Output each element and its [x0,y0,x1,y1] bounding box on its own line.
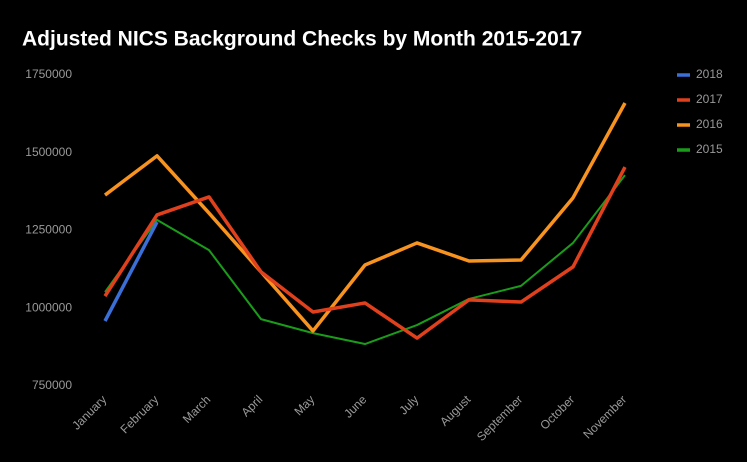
series-line [103,221,159,322]
chart-title: Adjusted NICS Background Checks by Month… [22,28,582,51]
y-tick-label: 1750000 [25,67,72,81]
legend-label: 2018 [696,67,723,81]
series-line [103,166,627,340]
y-tick-label: 750000 [32,378,72,392]
legend-label: 2016 [696,117,723,131]
legend-label: 2015 [696,142,723,156]
y-tick-label: 1000000 [25,300,72,314]
legend-label: 2017 [696,92,723,106]
y-tick-label: 1250000 [25,223,72,237]
series-line [103,102,627,333]
y-tick-label: 1500000 [25,145,72,159]
series-line [104,174,626,346]
